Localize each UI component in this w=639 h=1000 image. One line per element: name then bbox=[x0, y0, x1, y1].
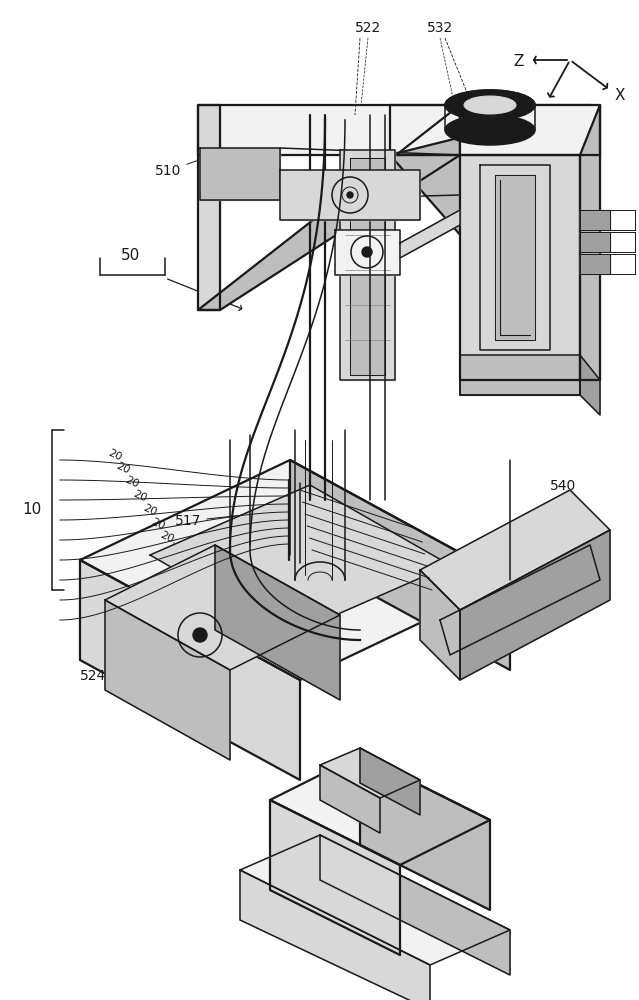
Ellipse shape bbox=[445, 115, 535, 145]
Text: 524: 524 bbox=[80, 641, 158, 683]
Polygon shape bbox=[495, 175, 535, 340]
Text: 20: 20 bbox=[123, 474, 141, 490]
Polygon shape bbox=[198, 105, 460, 155]
Polygon shape bbox=[335, 230, 400, 275]
Polygon shape bbox=[320, 835, 510, 975]
Ellipse shape bbox=[464, 96, 516, 114]
Polygon shape bbox=[80, 560, 300, 780]
Polygon shape bbox=[580, 210, 610, 230]
Polygon shape bbox=[420, 490, 610, 610]
Text: 540: 540 bbox=[550, 479, 576, 517]
Text: 522: 522 bbox=[355, 21, 381, 35]
Text: 532: 532 bbox=[427, 21, 453, 35]
Text: 520: 520 bbox=[570, 558, 596, 601]
Ellipse shape bbox=[445, 90, 535, 120]
Text: 600: 600 bbox=[502, 602, 536, 638]
Polygon shape bbox=[215, 545, 340, 700]
Polygon shape bbox=[270, 800, 400, 955]
Text: Z: Z bbox=[514, 54, 524, 70]
Polygon shape bbox=[270, 755, 490, 865]
Polygon shape bbox=[440, 545, 600, 655]
Polygon shape bbox=[360, 748, 420, 815]
Polygon shape bbox=[240, 870, 430, 1000]
Text: 534: 534 bbox=[330, 878, 357, 938]
Text: 20: 20 bbox=[141, 502, 158, 518]
Polygon shape bbox=[580, 232, 610, 252]
Polygon shape bbox=[280, 170, 420, 220]
Circle shape bbox=[193, 628, 207, 642]
Text: 20: 20 bbox=[107, 447, 123, 463]
Polygon shape bbox=[80, 460, 510, 680]
Polygon shape bbox=[105, 600, 230, 760]
Polygon shape bbox=[200, 110, 390, 148]
Polygon shape bbox=[390, 105, 590, 155]
Text: Y: Y bbox=[543, 104, 551, 119]
Polygon shape bbox=[420, 570, 460, 680]
Text: 20: 20 bbox=[114, 460, 132, 476]
Text: 510: 510 bbox=[155, 139, 258, 178]
Polygon shape bbox=[580, 105, 600, 380]
Polygon shape bbox=[460, 105, 600, 155]
Text: 20: 20 bbox=[167, 541, 185, 557]
Polygon shape bbox=[320, 765, 380, 833]
Polygon shape bbox=[150, 485, 450, 635]
Text: 517: 517 bbox=[175, 510, 288, 528]
Text: 20: 20 bbox=[132, 488, 148, 504]
Polygon shape bbox=[198, 105, 460, 310]
Polygon shape bbox=[580, 355, 600, 415]
Polygon shape bbox=[200, 148, 218, 280]
Text: X: X bbox=[615, 88, 625, 103]
Polygon shape bbox=[350, 158, 385, 375]
Text: 10: 10 bbox=[23, 502, 42, 518]
Polygon shape bbox=[390, 105, 590, 360]
Polygon shape bbox=[360, 755, 490, 910]
Polygon shape bbox=[198, 105, 220, 310]
Polygon shape bbox=[320, 748, 420, 798]
Polygon shape bbox=[400, 210, 460, 258]
Polygon shape bbox=[460, 530, 610, 680]
Circle shape bbox=[347, 192, 353, 198]
Polygon shape bbox=[340, 150, 395, 380]
Text: 20: 20 bbox=[150, 516, 167, 532]
Polygon shape bbox=[460, 355, 580, 395]
Text: 90: 90 bbox=[471, 653, 489, 667]
Polygon shape bbox=[240, 835, 510, 965]
Polygon shape bbox=[290, 460, 510, 670]
Polygon shape bbox=[105, 545, 340, 670]
Polygon shape bbox=[500, 180, 530, 335]
Text: 20: 20 bbox=[176, 554, 194, 570]
Polygon shape bbox=[480, 165, 550, 350]
Polygon shape bbox=[460, 155, 580, 380]
Circle shape bbox=[362, 247, 372, 257]
Text: 20: 20 bbox=[158, 529, 176, 545]
Polygon shape bbox=[200, 148, 280, 200]
Text: 50: 50 bbox=[120, 247, 140, 262]
Polygon shape bbox=[580, 254, 610, 274]
